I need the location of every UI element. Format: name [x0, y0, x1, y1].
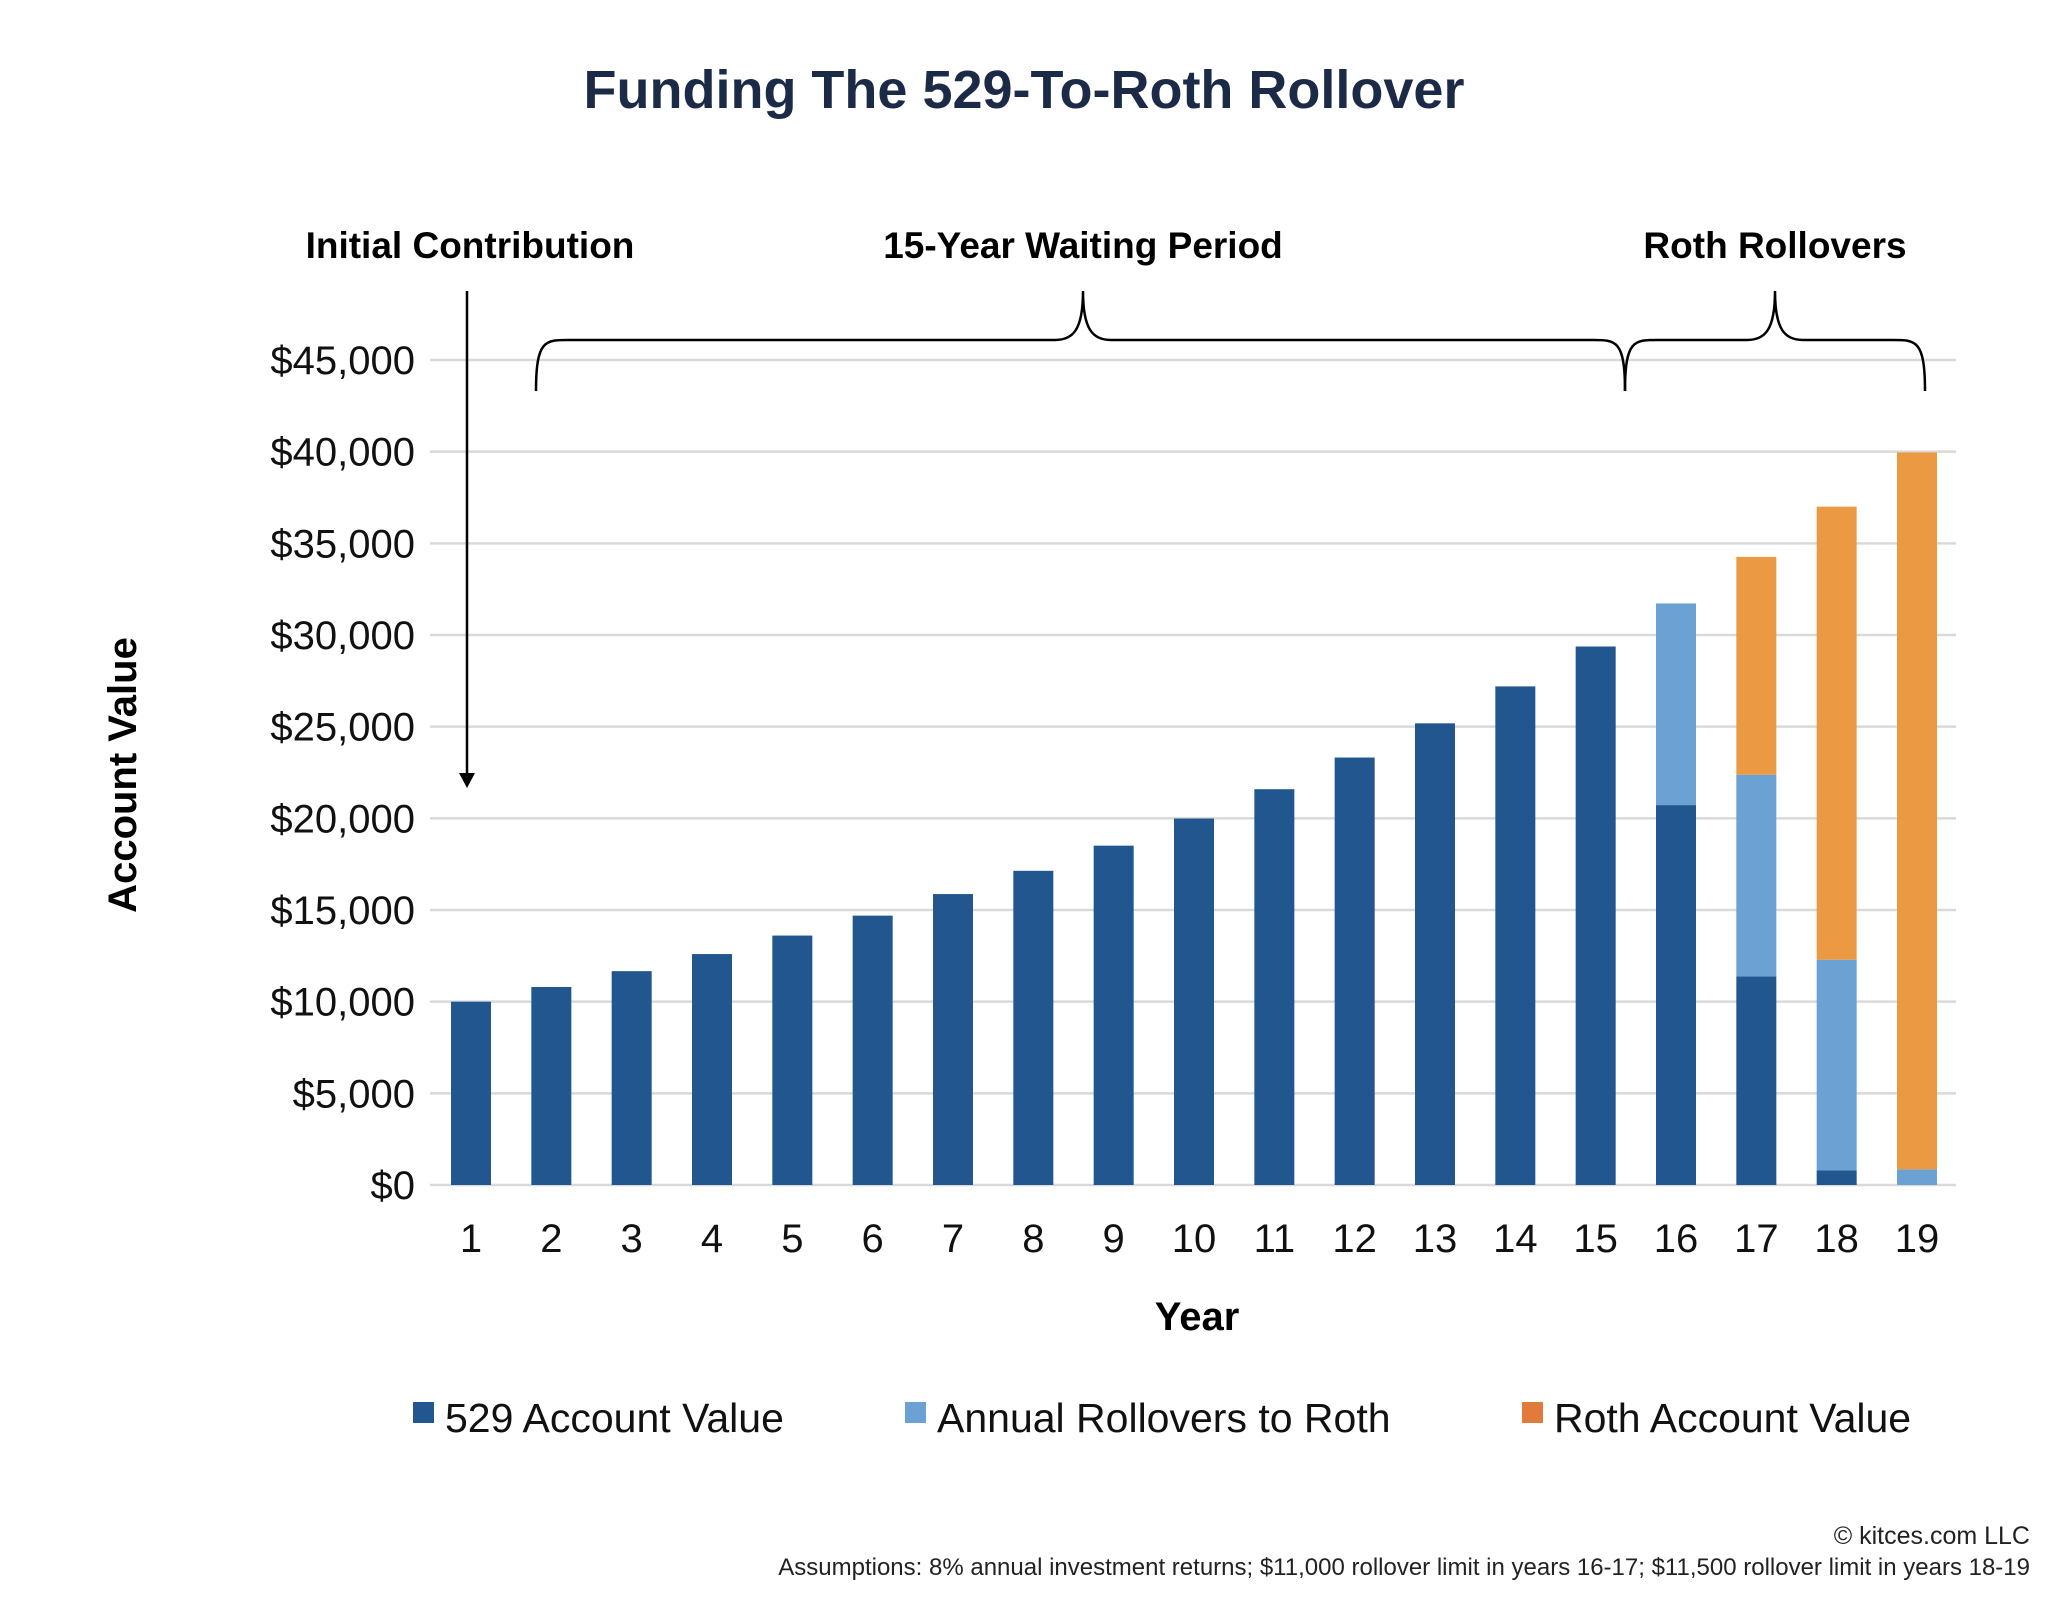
- x-tick-label: 15: [1573, 1217, 1618, 1261]
- y-tick-label: $15,000: [270, 889, 415, 933]
- bar-segment-1-year-17: [1736, 976, 1777, 1185]
- bar-segment-1-year-4: [692, 954, 732, 1185]
- legend-swatch: [413, 1402, 434, 1423]
- roth-rollovers-brace: [1623, 290, 1927, 392]
- x-tick-label: 7: [942, 1217, 964, 1261]
- y-tick-label: $35,000: [270, 522, 415, 566]
- x-tick-label: 14: [1493, 1217, 1538, 1261]
- annotation-initial-contribution: Initial Contribution: [306, 225, 635, 266]
- y-tick-label: $5,000: [293, 1072, 415, 1116]
- bar-segment-1-year-18: [1816, 1170, 1857, 1185]
- copyright: © kitces.com LLC: [1834, 1522, 2030, 1550]
- legend-label: Roth Account Value: [1554, 1395, 1911, 1441]
- bar-segment-1-year-13: [1415, 723, 1455, 1185]
- bar-segment-1-year-8: [1013, 870, 1054, 1185]
- waiting-period-brace: [534, 290, 1627, 392]
- x-tick-label: 13: [1413, 1217, 1458, 1261]
- legend: 529 Account Value Annual Rollovers to Rot…: [413, 1395, 1911, 1441]
- y-tick-label: $25,000: [270, 706, 415, 750]
- y-axis-label: Account Value: [101, 637, 145, 913]
- assumptions-note: Assumptions: 8% annual investment return…: [778, 1554, 2030, 1581]
- bar-segment-1-year-9: [1093, 845, 1134, 1185]
- legend-label: 529 Account Value: [445, 1395, 784, 1441]
- bars: [451, 452, 1937, 1185]
- x-axis-ticks: 1 2 3 4 5 6 7 8 9 10 11 12 13 14 15 16 17 18 19: [460, 1217, 1939, 1261]
- bar-segment-1-year-14: [1495, 686, 1536, 1185]
- roth-rollovers-label: Roth Rollovers: [1643, 225, 1906, 266]
- x-tick-label: 10: [1172, 1217, 1217, 1261]
- y-tick-label: $45,000: [270, 339, 415, 383]
- bar-segment-1-year-1: [451, 1001, 491, 1185]
- bar-segment-1-year-12: [1334, 757, 1375, 1185]
- x-tick-label: 5: [781, 1217, 803, 1261]
- x-tick-label: 12: [1332, 1217, 1377, 1261]
- legend-swatch: [905, 1402, 926, 1423]
- x-tick-label: 2: [540, 1217, 562, 1261]
- waiting-period-label: 15-Year Waiting Period: [883, 225, 1283, 266]
- bar-segment-2-year-19: [1897, 1169, 1937, 1185]
- y-tick-label: $0: [371, 1164, 416, 1208]
- bar-segment-1-year-15: [1575, 646, 1616, 1185]
- x-tick-label: 6: [862, 1217, 884, 1261]
- bar-segment-1-year-3: [611, 971, 652, 1185]
- bar-segment-1-year-5: [772, 935, 813, 1185]
- x-tick-label: 4: [701, 1217, 723, 1261]
- x-tick-label: 16: [1654, 1217, 1699, 1261]
- bar-segment-3-year-19: [1897, 452, 1937, 1170]
- bar-segment-1-year-11: [1254, 789, 1295, 1185]
- bar-segment-2-year-18: [1816, 959, 1857, 1171]
- y-tick-label: $20,000: [270, 797, 415, 841]
- legend-label: Annual Rollovers to Roth: [937, 1395, 1391, 1441]
- x-tick-label: 11: [1254, 1217, 1296, 1261]
- bar-segment-2-year-16: [1656, 603, 1696, 806]
- bar-segment-1-year-6: [852, 915, 893, 1185]
- arrow-head-icon: [459, 773, 475, 788]
- x-tick-label: 8: [1022, 1217, 1044, 1261]
- x-tick-label: 1: [460, 1217, 482, 1261]
- y-tick-label: $40,000: [270, 431, 415, 475]
- x-tick-label: 9: [1103, 1217, 1125, 1261]
- y-axis-ticks: $0 $5,000 $10,000 $15,000 $20,000 $25,000 $30,…: [270, 339, 415, 1208]
- bar-segment-2-year-17: [1736, 774, 1777, 977]
- x-tick-label: 17: [1734, 1217, 1779, 1261]
- bar-segment-1-year-2: [531, 987, 572, 1185]
- bar-segment-1-year-7: [933, 894, 973, 1185]
- bar-segment-3-year-17: [1736, 556, 1777, 775]
- gridlines: [430, 358, 1956, 1187]
- x-tick-label: 19: [1895, 1217, 1940, 1261]
- legend-swatch: [1522, 1402, 1543, 1423]
- x-tick-label: 18: [1814, 1217, 1859, 1261]
- y-tick-label: $30,000: [270, 614, 415, 658]
- bar-segment-1-year-10: [1174, 818, 1214, 1185]
- bar-segment-3-year-18: [1816, 506, 1857, 960]
- x-axis-label: Year: [1155, 1295, 1240, 1339]
- annotations: Initial Contribution 15-Year Waiting Peri…: [306, 225, 1927, 788]
- y-tick-label: $10,000: [270, 981, 415, 1025]
- bar-segment-1-year-16: [1656, 805, 1696, 1185]
- x-tick-label: 3: [621, 1217, 643, 1261]
- chart-title: Funding The 529-To-Roth Rollover: [584, 60, 1465, 120]
